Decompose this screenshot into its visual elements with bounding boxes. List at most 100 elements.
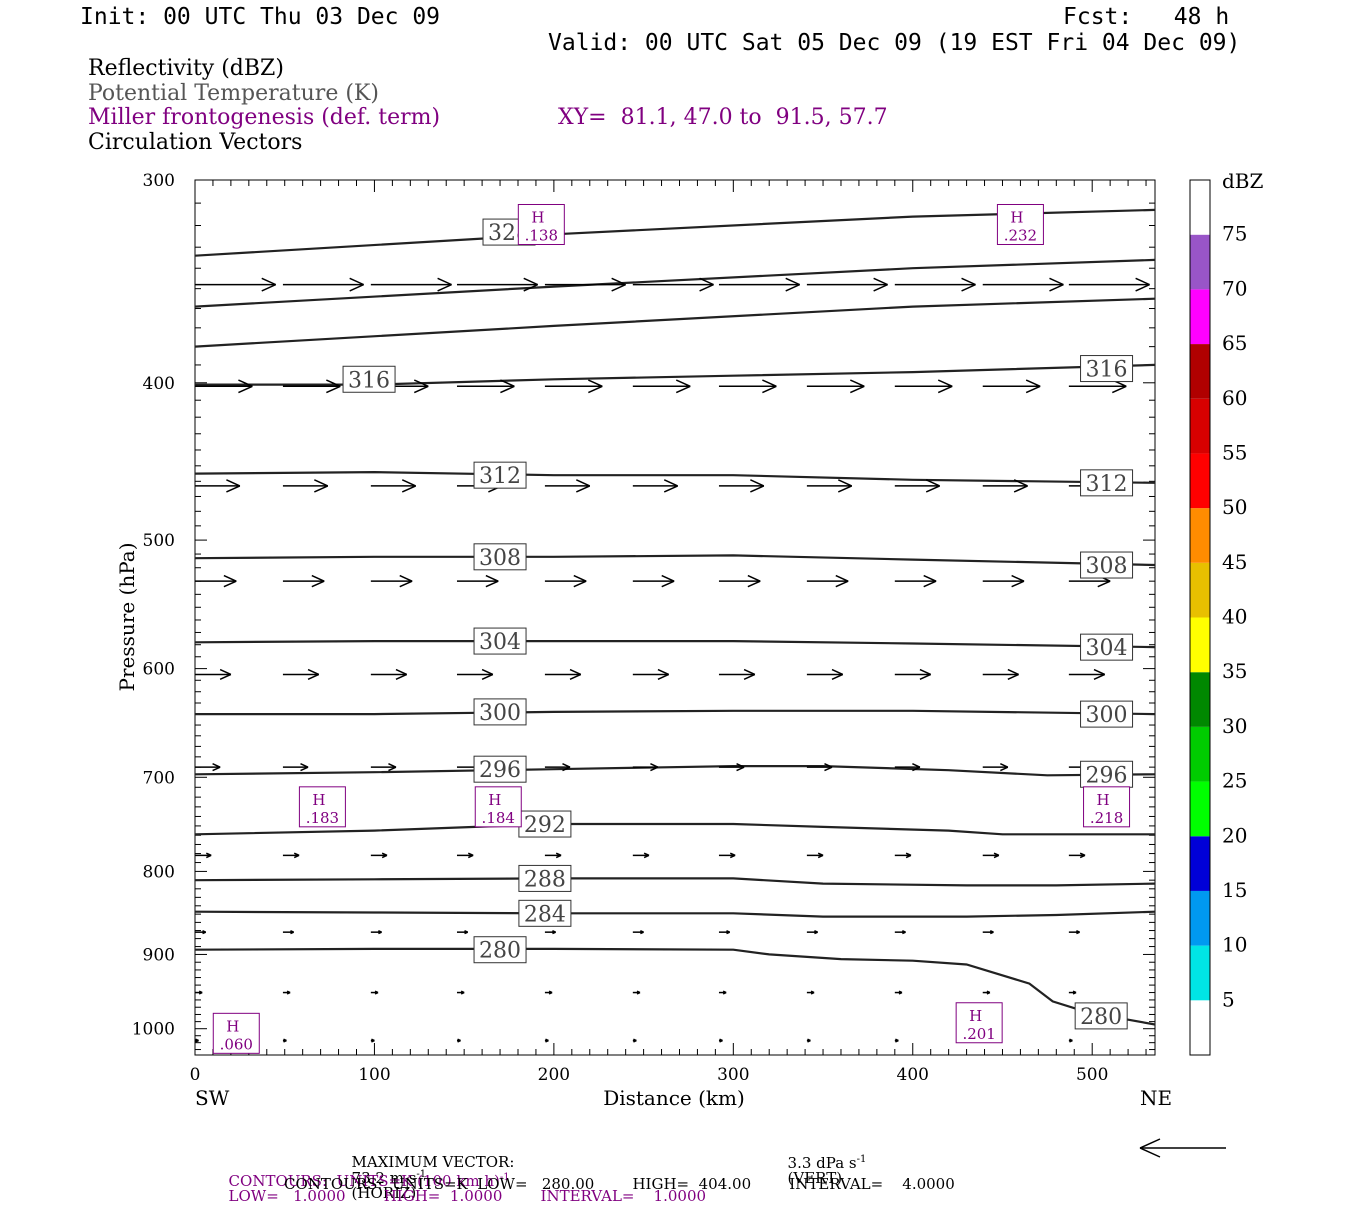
colorbar: 5 10 15 20 25 30 35 40 45 50 55 60 65 70 75 dBZ [1189,169,1264,1056]
circulation-vector [282,379,341,394]
isentrope-316 [195,363,1155,386]
circulation-vector [806,379,865,394]
svg-text:.184: .184 [482,809,515,827]
minor-ticks [195,180,1155,1055]
max-vector-vert-value: 3.3 dPa s [787,1154,857,1172]
circulation-vector [718,763,745,772]
circulation-vector [1068,277,1150,292]
contours-theta: CONTOURS: UNITS=K LOW= 280.00 HIGH= 404.… [284,1175,955,1193]
isentrope-label-296: 296 [1080,760,1134,788]
circulation-vector [718,852,736,859]
circulation-vector [456,930,469,935]
circulation-vector [982,763,1009,772]
circulation-vector [894,852,912,859]
colorbar-label: 30 [1222,714,1247,738]
y-tick-label: 400 [143,374,175,394]
isentrope-label-284: 284 [518,899,572,927]
y-tick-label: 1000 [132,1020,175,1040]
circulation-vector [982,852,1000,859]
circulation-vector [982,277,1064,292]
circulation-vector [195,668,232,680]
circulation-vector [718,379,777,394]
x-tick-label: 100 [358,1065,390,1085]
svg-text:304: 304 [1086,636,1128,661]
circulation-vector [632,930,644,935]
circulation-vector [544,852,562,859]
colorbar-swatch [1190,617,1210,673]
colorbar-label: 10 [1222,933,1247,957]
circulation-vector [894,990,903,995]
svg-text:304: 304 [479,630,521,655]
field-reflectivity: Reflectivity (dBZ) [88,56,284,81]
frontogenesis-max: H.183 [298,786,346,828]
circulation-vector [1155,931,1166,934]
circulation-vector [982,990,991,995]
max-vector: MAXIMUM VECTOR: 73.2 m s-1 (HORIZ) [351,1153,515,1202]
frontogenesis-max: H.184 [474,786,522,828]
circulation-vector [544,763,571,772]
circulation-vector [195,990,203,995]
isentrope-label-308: 308 [473,543,527,571]
frontogenesis-max: H.060 [212,1012,260,1054]
circulation-vector [718,930,731,935]
x-tick-label: 500 [1076,1065,1108,1085]
circulation-vector [806,990,815,995]
isentrope-label-280: 280 [473,936,527,964]
circulation-vector [544,277,626,292]
circulation-vector [456,277,539,292]
circulation-vector [1068,668,1106,680]
x-tick-label: 300 [717,1065,749,1085]
circulation-vector [282,852,300,859]
circulation-vector [806,574,849,588]
isentrope-label-308: 308 [1080,551,1134,579]
isentrope-label-304: 304 [1080,633,1134,661]
circulation-vector [195,277,277,292]
colorbar-label: 5 [1222,987,1235,1011]
circulation-vector [1068,990,1077,995]
circulation-vector [544,574,587,588]
circulation-vector [282,990,291,995]
y-tick-label: 800 [143,862,175,882]
circulation-vector [718,277,801,292]
circulation-vectors [195,277,1166,1043]
isentrope-label-312: 312 [1080,469,1134,497]
circulation-vector [1068,930,1080,935]
circulation-vector [370,277,452,292]
circulation-vector [544,990,553,995]
svg-text:H: H [1010,208,1023,226]
svg-text:312: 312 [1086,472,1128,497]
x-end-label-sw: SW [195,1086,230,1110]
circulation-vector [1155,1039,1159,1042]
circulation-vector [718,1038,723,1043]
circulation-vector [1155,991,1162,994]
circulation-vector [632,763,659,772]
svg-text:288: 288 [524,867,566,892]
colorbar-label: 55 [1222,440,1247,464]
circulation-vector [806,763,833,772]
circulation-vector [718,990,727,995]
svg-text:.232: .232 [1004,226,1037,244]
isentrope-324 [195,258,1155,308]
plot-frame [194,179,1156,1056]
colorbar-swatch [1190,289,1210,345]
forecast-hour: Fcst: 48 h [1063,4,1230,30]
circulation-vector [982,668,1019,680]
circulation-vector [544,1038,549,1043]
max-vector-horiz: 73.2 m s [351,1169,417,1187]
circulation-vector [894,1038,899,1043]
circulation-vector [1068,1038,1073,1043]
colorbar-label: 50 [1222,495,1247,519]
circulation-vector [632,1038,637,1043]
colorbar-label: 45 [1222,550,1247,574]
colorbar-swatch [1190,508,1210,563]
circulation-vector [195,1038,199,1043]
x-tick-label: 0 [190,1065,201,1085]
x-tick-label: 400 [897,1065,929,1085]
circulation-vector [370,763,397,772]
circulation-vector [632,668,670,680]
svg-text:316: 316 [348,368,390,393]
circulation-vector [282,763,309,772]
circulation-vector [544,479,591,493]
colorbar-swatch [1190,890,1210,946]
circulation-vector [195,930,207,935]
